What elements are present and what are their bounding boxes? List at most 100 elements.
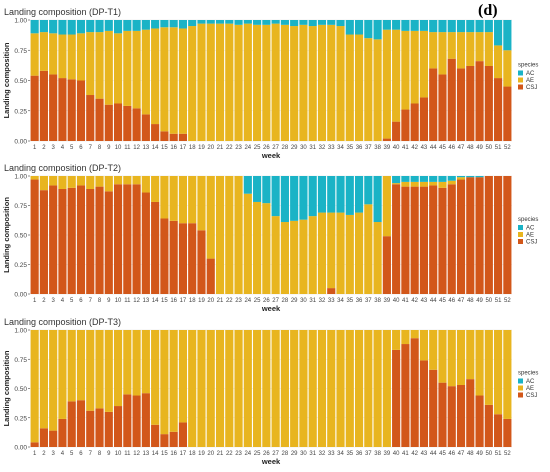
x-tick-label: 6 [79, 451, 83, 457]
bar-segment-ac [373, 176, 382, 223]
x-tick-label: 7 [89, 298, 93, 304]
bar-segment-ae [215, 23, 225, 142]
x-tick-label: 51 [495, 145, 502, 151]
bar-segment-ae [466, 330, 475, 380]
bar-segment-csj [494, 414, 503, 447]
bar-segment-ac [141, 20, 150, 30]
x-tick-label: 39 [384, 145, 391, 151]
x-tick-label: 47 [458, 145, 465, 151]
x-tick-label: 24 [244, 451, 251, 457]
x-tick-label: 28 [282, 145, 289, 151]
y-tick-label: 0.75 [14, 48, 27, 55]
bar-segment-ae [262, 330, 271, 447]
bar-segment-ae [206, 176, 215, 259]
bar-segment-ac [188, 20, 197, 27]
x-tick-label: 18 [189, 298, 196, 304]
bar-segment-ae [475, 330, 484, 396]
bar-segment-csj [67, 79, 76, 141]
bar-segment-ac [373, 20, 382, 40]
bar-segment-ae [76, 176, 86, 186]
bar-segment-ac [401, 176, 410, 182]
bar-segment-ae [438, 32, 447, 75]
bar-segment-csj [410, 186, 419, 294]
bar-segment-csj [410, 338, 419, 447]
bar-segment-ae [456, 330, 466, 385]
bar-segment-ae [113, 330, 123, 407]
bar-segment-ae [188, 176, 197, 224]
bar-segment-ae [141, 176, 150, 193]
x-tick-label: 4 [61, 298, 65, 304]
x-tick-label: 50 [485, 298, 492, 304]
x-tick-label: 14 [152, 298, 159, 304]
x-tick-label: 22 [226, 145, 233, 151]
x-tick-label: 33 [328, 451, 335, 457]
bar-segment-ae [327, 330, 336, 447]
bar-segment-ac [58, 20, 67, 35]
bar-segment-ae [49, 176, 58, 186]
bar-segment-csj [86, 188, 95, 294]
bar-segment-csj [178, 133, 188, 141]
legend-swatch-ae [518, 385, 523, 391]
bar-segment-csj [132, 184, 141, 294]
bar-segment-ac [95, 20, 104, 33]
x-tick-label: 23 [235, 451, 242, 457]
bar-segment-ac [113, 20, 123, 34]
bar-segment-ac [419, 176, 429, 182]
legend-swatch-ae [518, 77, 523, 83]
bar-segment-csj [503, 86, 512, 141]
bar-segment-ae [429, 181, 438, 186]
x-tick-label: 21 [217, 451, 224, 457]
x-tick-label: 46 [448, 298, 455, 304]
bar-segment-ae [49, 33, 58, 75]
x-tick-label: 19 [198, 298, 205, 304]
bar-segment-ac [494, 20, 503, 46]
x-tick-label: 11 [124, 145, 131, 151]
x-tick-label: 51 [495, 298, 502, 304]
x-tick-label: 45 [439, 298, 446, 304]
bar-segment-csj [141, 192, 150, 294]
x-tick-label: 19 [198, 451, 205, 457]
y-tick-label: 1.00 [14, 328, 27, 335]
x-tick-label: 9 [107, 145, 111, 151]
bar-segment-ac [336, 176, 345, 213]
bar-segment-ae [123, 176, 132, 185]
x-tick-label: 31 [309, 451, 316, 457]
bar-segment-ae [178, 330, 188, 423]
x-axis-title: week [261, 151, 281, 160]
bar-segment-ae [419, 330, 429, 361]
x-tick-label: 15 [161, 451, 168, 457]
bar-segment-ac [466, 176, 475, 178]
bar-segment-ae [271, 23, 280, 142]
bar-segment-csj [39, 70, 48, 141]
bar-segment-ae [364, 38, 373, 141]
x-tick-label: 23 [235, 145, 242, 151]
x-tick-label: 11 [124, 451, 131, 457]
bar-segment-ae [382, 176, 391, 237]
x-tick-label: 9 [107, 451, 111, 457]
x-tick-label: 44 [430, 145, 437, 151]
bar-segment-ae [225, 330, 234, 447]
x-tick-label: 31 [309, 298, 316, 304]
bar-segment-ae [113, 33, 123, 104]
bar-segment-ae [76, 33, 86, 81]
bar-segment-csj [49, 430, 58, 447]
bar-segment-ac [364, 176, 373, 205]
bar-segment-ae [271, 216, 280, 294]
bar-segment-ae [345, 330, 354, 447]
bar-segment-ae [104, 30, 113, 105]
bar-segment-ac [39, 20, 48, 33]
x-tick-label: 32 [319, 298, 326, 304]
bar-segment-ae [141, 29, 150, 115]
x-tick-label: 26 [263, 298, 270, 304]
bar-segment-ae [160, 176, 169, 219]
bar-segment-ae [188, 26, 197, 141]
x-tick-label: 3 [52, 145, 56, 151]
x-tick-label: 36 [356, 145, 363, 151]
x-tick-label: 21 [217, 145, 224, 151]
y-axis-title: Landing composition [2, 350, 11, 426]
bar-segment-ac [262, 20, 271, 25]
x-tick-label: 20 [207, 298, 214, 304]
bar-segment-ae [160, 27, 169, 132]
bar-segment-ae [215, 176, 225, 294]
